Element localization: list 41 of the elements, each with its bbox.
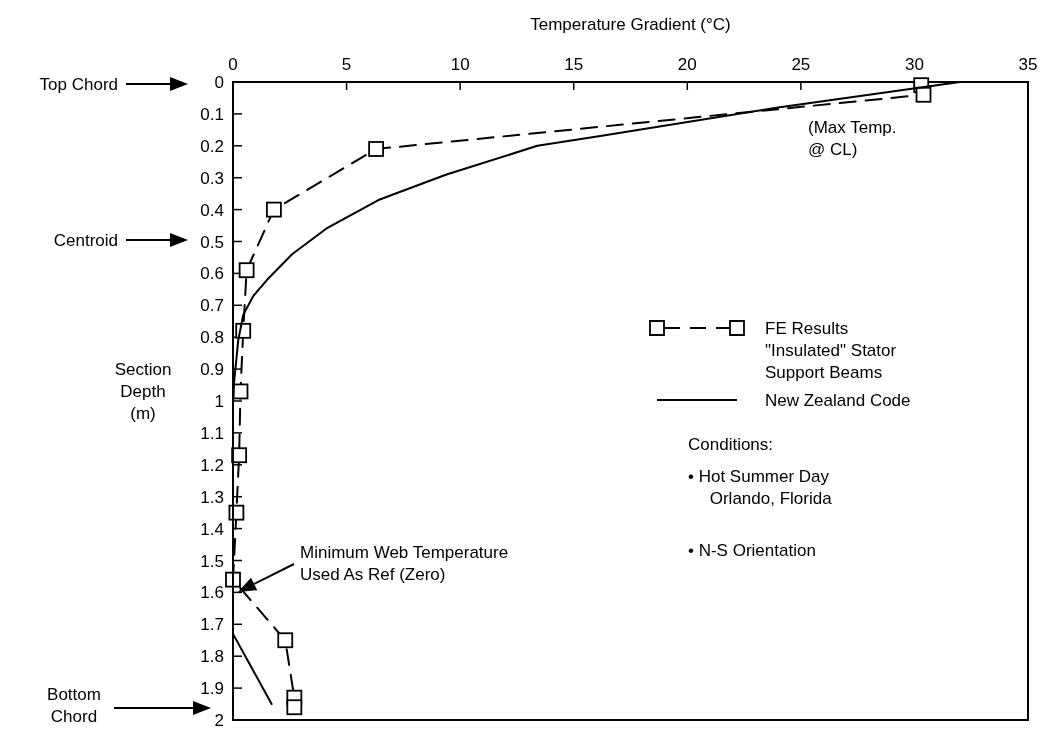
annotation: • N-S Orientation	[688, 541, 816, 560]
y-tick-label: 0.8	[200, 328, 224, 348]
x-axis-title: Temperature Gradient (°C)	[530, 15, 731, 34]
y-tick-label: 1.4	[200, 519, 224, 539]
y-tick-label: 1.3	[200, 487, 224, 507]
y-tick-label: 1.8	[200, 647, 224, 667]
annotation: (Max Temp. @ CL)	[808, 118, 897, 159]
y-tick-label: 2	[214, 711, 224, 730]
x-tick-label: 20	[677, 55, 697, 74]
y-tick-label: 1.5	[200, 551, 224, 571]
y-tick-label: 0.7	[200, 296, 224, 316]
x-tick-label: 30	[904, 55, 924, 74]
x-tick-label: 35	[1018, 55, 1038, 74]
y-tick-label: 0.1	[200, 104, 224, 124]
y-tick-label: 1.2	[200, 455, 224, 475]
text: Centroid	[53, 231, 118, 250]
y-tick-label: 1.6	[200, 583, 224, 603]
x-tick-label: 15	[564, 55, 584, 74]
legend-label: New Zealand Code	[765, 391, 911, 410]
y-tick-label: 0.9	[200, 360, 224, 380]
x-tick-label: 25	[791, 55, 811, 74]
y-tick-label: 0.2	[200, 136, 224, 156]
y-tick-label: 0.6	[200, 264, 224, 284]
y-tick-label: 0.5	[200, 232, 224, 252]
y-tick-label: 0.3	[200, 168, 224, 188]
annotation: • Hot Summer Day Orlando, Florida	[688, 467, 833, 508]
x-tick-label: 10	[450, 55, 470, 74]
annotation: Minimum Web Temperature Used As Ref (Zero)	[300, 543, 509, 584]
y-tick-label: 0	[214, 73, 224, 92]
text: Bottom Chord	[47, 685, 101, 726]
legend-label: FE Results "Insulated" Stator Support Beams	[765, 319, 897, 382]
text: Top Chord	[39, 75, 118, 94]
y-tick-label: 0.4	[200, 200, 224, 220]
y-axis-title: Section Depth (m)	[114, 360, 172, 424]
y-tick-label: 1.7	[200, 615, 224, 635]
annotation: Conditions:	[688, 435, 774, 454]
y-tick-label: 1.1	[200, 423, 224, 443]
y-tick-label: 1.9	[200, 679, 224, 699]
x-tick-label: 0	[228, 55, 238, 74]
x-tick-label: 5	[341, 55, 352, 74]
y-tick-label: 1	[214, 392, 224, 411]
